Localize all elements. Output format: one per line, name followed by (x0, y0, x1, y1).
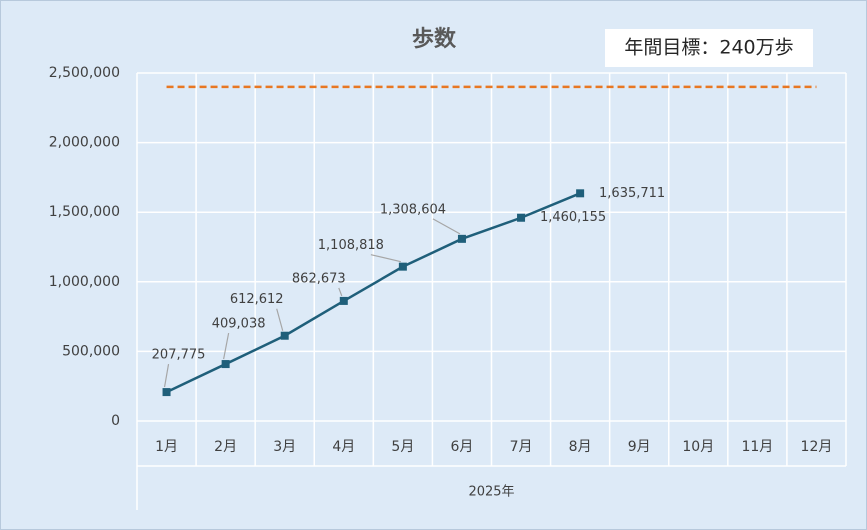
series-marker (339, 296, 348, 305)
series-marker (517, 213, 526, 222)
y-tick-label: 2,000,000 (49, 135, 120, 151)
data-label: 1,460,155 (540, 210, 606, 225)
chart-title: 歩数 (412, 26, 457, 52)
x-tick-label: 3月 (273, 439, 296, 455)
y-tick-label: 1,500,000 (49, 204, 120, 220)
data-label: 1,108,818 (318, 238, 384, 253)
x-tick-label: 4月 (332, 439, 355, 455)
data-label: 409,038 (212, 317, 266, 332)
series-line (166, 192, 581, 394)
x-tick-label: 6月 (450, 439, 473, 455)
data-label: 862,673 (292, 271, 346, 286)
series-marker (398, 262, 407, 271)
x-tick-label: 9月 (628, 439, 651, 455)
data-label: 1,635,711 (599, 186, 665, 201)
x-tick-label: 12月 (801, 439, 833, 455)
x-tick-label: 7月 (510, 439, 533, 455)
x-tick-label: 1月 (155, 439, 178, 455)
x-tick-label: 8月 (569, 439, 592, 455)
leader-line (432, 218, 461, 235)
data-label: 612,612 (230, 292, 284, 307)
series-marker (221, 360, 230, 369)
x-axis-label: 2025年 (468, 485, 514, 500)
series-marker (457, 234, 466, 243)
data-label: 207,775 (152, 348, 206, 363)
leader-line (223, 332, 230, 360)
leader-line (370, 254, 402, 263)
data-label: 1,308,604 (380, 202, 446, 217)
leader-line (163, 363, 170, 388)
series-marker (576, 189, 585, 198)
y-tick-label: 0 (111, 413, 120, 429)
y-tick-label: 2,500,000 (49, 65, 120, 81)
leader-line (338, 287, 343, 297)
x-tick-label: 11月 (741, 439, 773, 455)
target-box (605, 29, 813, 67)
series-marker (280, 331, 289, 340)
x-tick-label: 10月 (682, 439, 714, 455)
leader-line (276, 308, 284, 331)
x-tick-label: 5月 (391, 439, 414, 455)
series-marker (162, 388, 171, 397)
y-tick-label: 1,000,000 (49, 274, 120, 290)
target-label: 年間目標：240万歩 (624, 37, 793, 59)
x-tick-label: 2月 (214, 439, 237, 455)
y-tick-label: 500,000 (62, 343, 120, 359)
